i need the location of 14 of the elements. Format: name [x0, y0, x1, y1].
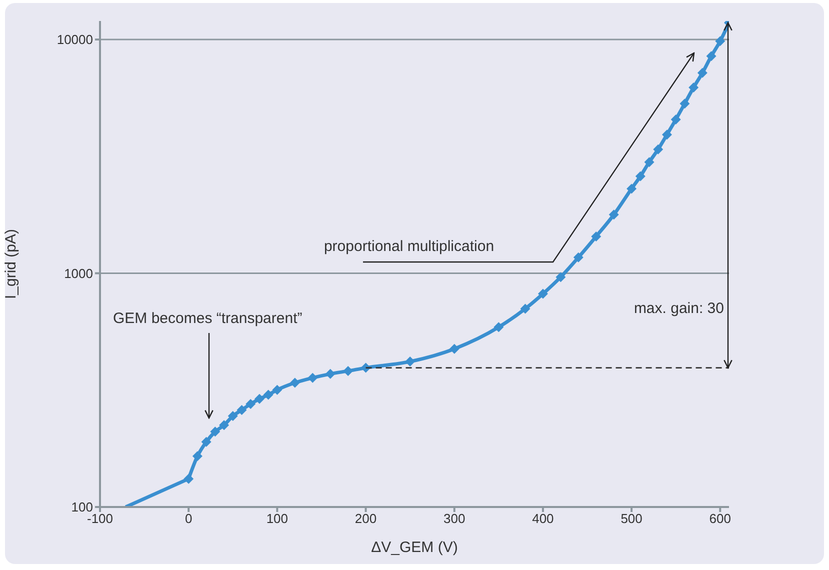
y-tick-label: 10000 [56, 32, 93, 48]
x-tick-label: 500 [620, 511, 642, 526]
x-tick-label: 0 [184, 511, 192, 526]
y-axis-title: I_grid (pA) [2, 228, 20, 300]
annotation: GEM becomes “transparent” [113, 310, 302, 327]
x-tick-label: 600 [709, 511, 731, 526]
y-tick-label: 1000 [64, 266, 93, 281]
annotation: max. gain: 30 [634, 300, 724, 317]
annotation: proportional multiplication [324, 238, 494, 255]
x-tick-label: 100 [266, 511, 288, 526]
x-axis-title: ΔV_GEM (V) [371, 539, 458, 556]
x-tick-label: 400 [532, 511, 554, 526]
x-tick-label: 300 [444, 511, 466, 526]
x-tick-label: 200 [354, 511, 377, 526]
